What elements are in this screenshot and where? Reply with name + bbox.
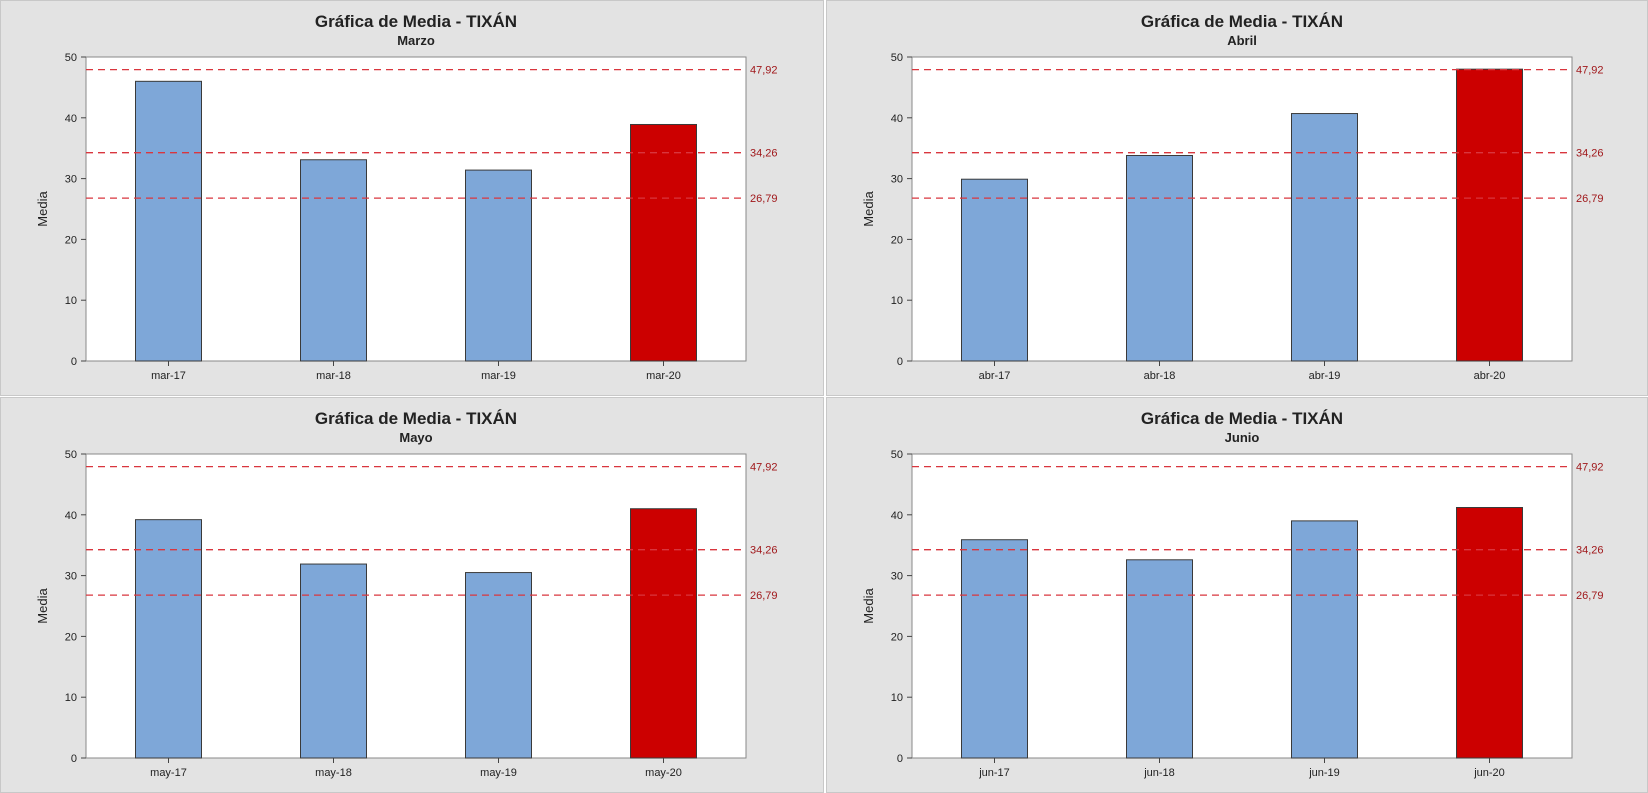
- chart-title: Gráfica de Media - TIXÁN: [315, 409, 517, 428]
- y-axis-label: Media: [35, 191, 50, 227]
- chart-title: Gráfica de Media - TIXÁN: [1141, 12, 1343, 31]
- reference-line-label: 34,26: [750, 545, 778, 557]
- chart-panel: Gráfica de Media - TIXÁN Marzo 0 10 20 30 40 50…: [0, 0, 824, 396]
- x-tick-label: may-18: [315, 767, 352, 779]
- x-tick-label: mar-18: [316, 370, 351, 382]
- bar: [961, 178, 1028, 362]
- bar: [300, 563, 367, 759]
- bar: [135, 519, 202, 759]
- y-tick-label: 50: [891, 449, 903, 461]
- bar: [1291, 520, 1358, 759]
- x-tick-label: mar-20: [646, 370, 681, 382]
- y-tick-label: 0: [71, 753, 77, 765]
- y-tick-label: 30: [65, 174, 77, 186]
- y-tick-label: 40: [65, 510, 77, 522]
- chart-svg: Gráfica de Media - TIXÁN Abril 0 10 20 30 40 50…: [861, 12, 1604, 382]
- y-tick-label: 30: [891, 571, 903, 583]
- y-tick-label: 10: [891, 692, 903, 704]
- y-tick-label: 0: [897, 753, 903, 765]
- chart-subtitle: Junio: [1225, 430, 1260, 445]
- bar-highlight: [1456, 507, 1523, 759]
- bar: [1126, 559, 1193, 759]
- x-tick-label: may-20: [645, 767, 682, 779]
- y-axis-label: Media: [35, 588, 50, 624]
- y-tick-label: 50: [65, 52, 77, 64]
- x-tick-label: jun-18: [1143, 767, 1175, 779]
- y-tick-label: 10: [65, 295, 77, 307]
- y-tick-label: 20: [65, 234, 77, 246]
- bar-highlight: [630, 508, 697, 759]
- y-tick-label: 30: [891, 174, 903, 186]
- chart-subtitle: Mayo: [399, 430, 432, 445]
- chart-panel: Gráfica de Media - TIXÁN Mayo 0 10 20 30 40 50 M…: [0, 397, 824, 793]
- chart-panel: Gráfica de Media - TIXÁN Abril 0 10 20 30 40 50…: [826, 0, 1648, 396]
- chart-svg: Gráfica de Media - TIXÁN Mayo 0 10 20 30 40 50 M…: [35, 409, 778, 779]
- chart-subtitle: Abril: [1227, 33, 1257, 48]
- y-tick-label: 10: [65, 692, 77, 704]
- y-axis-label: Media: [861, 191, 876, 227]
- bar: [1291, 113, 1358, 362]
- y-tick-label: 30: [65, 571, 77, 583]
- chart-panel: Gráfica de Media - TIXÁN Junio 0 10 20 30 40 50…: [826, 397, 1648, 793]
- bar: [135, 80, 202, 362]
- reference-line-label: 26,79: [750, 193, 778, 205]
- bar: [465, 169, 532, 362]
- reference-line-label: 47,92: [750, 462, 778, 474]
- y-tick-label: 10: [891, 295, 903, 307]
- x-tick-label: abr-18: [1144, 370, 1176, 382]
- bar: [300, 159, 367, 362]
- reference-line-label: 34,26: [1576, 545, 1604, 557]
- x-tick-label: mar-17: [151, 370, 186, 382]
- reference-line-label: 26,79: [1576, 193, 1604, 205]
- y-tick-label: 0: [71, 356, 77, 368]
- bar: [961, 539, 1028, 759]
- x-tick-label: may-17: [150, 767, 187, 779]
- chart-title: Gráfica de Media - TIXÁN: [315, 12, 517, 31]
- reference-line-label: 26,79: [1576, 590, 1604, 602]
- x-tick-label: abr-17: [979, 370, 1011, 382]
- y-axis-label: Media: [861, 588, 876, 624]
- x-tick-label: mar-19: [481, 370, 516, 382]
- chart-svg: Gráfica de Media - TIXÁN Junio 0 10 20 30 40 50…: [861, 409, 1604, 779]
- x-tick-label: jun-20: [1473, 767, 1505, 779]
- x-tick-label: abr-20: [1474, 370, 1506, 382]
- chart-title: Gráfica de Media - TIXÁN: [1141, 409, 1343, 428]
- y-tick-label: 0: [897, 356, 903, 368]
- chart-subtitle: Marzo: [397, 33, 435, 48]
- y-tick-label: 40: [65, 113, 77, 125]
- reference-line-label: 26,79: [750, 590, 778, 602]
- y-tick-label: 50: [891, 52, 903, 64]
- bar: [1126, 154, 1193, 362]
- y-tick-label: 20: [891, 234, 903, 246]
- reference-line-label: 34,26: [750, 148, 778, 160]
- reference-line-label: 47,92: [1576, 65, 1604, 77]
- reference-line-label: 47,92: [750, 65, 778, 77]
- reference-line-label: 47,92: [1576, 462, 1604, 474]
- y-tick-label: 40: [891, 113, 903, 125]
- bar-highlight: [630, 123, 697, 362]
- y-tick-label: 50: [65, 449, 77, 461]
- reference-line-label: 34,26: [1576, 148, 1604, 160]
- y-tick-label: 20: [65, 631, 77, 643]
- x-tick-label: abr-19: [1309, 370, 1341, 382]
- x-tick-label: may-19: [480, 767, 517, 779]
- chart-svg: Gráfica de Media - TIXÁN Marzo 0 10 20 30 40 50…: [35, 12, 778, 382]
- x-tick-label: jun-17: [978, 767, 1010, 779]
- bar-highlight: [1456, 68, 1523, 362]
- bar: [465, 572, 532, 759]
- x-tick-label: jun-19: [1308, 767, 1340, 779]
- y-tick-label: 40: [891, 510, 903, 522]
- y-tick-label: 20: [891, 631, 903, 643]
